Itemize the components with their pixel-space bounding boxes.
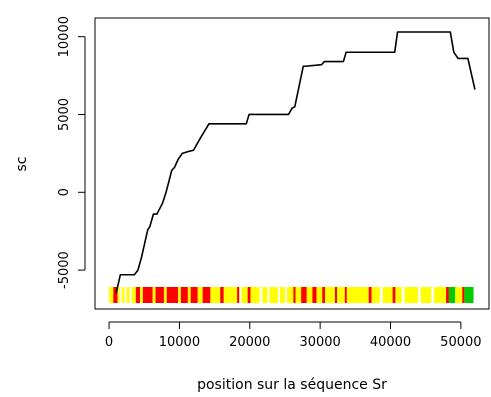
track-segment-yellow	[109, 286, 114, 303]
track-segment-yellow	[280, 286, 285, 303]
track-segment-yellow	[371, 286, 380, 303]
track-segment-red	[392, 286, 396, 303]
track-segment-red	[202, 286, 211, 303]
track-segment-yellow	[404, 286, 418, 303]
track-segment-yellow	[325, 286, 335, 303]
track-segment-yellow	[250, 286, 260, 303]
track-segment-yellow	[262, 286, 268, 303]
track-segment-yellow	[210, 286, 221, 303]
track-segment-red	[113, 286, 118, 303]
track-segment-red	[135, 286, 141, 303]
track-segment-red	[334, 286, 338, 303]
track-segment-yellow	[131, 286, 136, 303]
track-segment-red	[301, 286, 307, 303]
x-tick-label: 0	[105, 335, 113, 350]
track-segment-red	[312, 286, 317, 303]
track-segment-red	[293, 286, 296, 303]
track-segment-yellow	[178, 286, 181, 303]
track-segment-yellow	[434, 286, 447, 303]
track-segment-yellow	[241, 286, 248, 303]
x-axis-title: position sur la séquence Sr	[197, 377, 387, 393]
track-segment-red	[142, 286, 153, 303]
track-segment-yellow	[269, 286, 278, 303]
track-segment-red	[166, 286, 179, 303]
track-segment-yellow	[346, 286, 369, 303]
track-segment-red	[237, 286, 240, 303]
track-segment-yellow	[163, 286, 167, 303]
track-segment-yellow	[455, 286, 463, 303]
track-segment-yellow	[395, 286, 402, 303]
track-segment-red	[446, 286, 449, 303]
track-segment-green	[464, 286, 474, 303]
x-axis: 0 10000 20000 30000 40000 50000	[105, 321, 482, 350]
x-tick-label: 50000	[440, 335, 481, 350]
track-segment-red	[368, 286, 372, 303]
plot-frame	[94, 17, 490, 310]
track-segment-yellow	[382, 286, 393, 303]
sequence-track	[109, 286, 474, 303]
track-segment-red	[462, 286, 465, 303]
track-segment-red	[220, 286, 224, 303]
track-segment-red	[180, 286, 188, 303]
y-tick-label: 5000	[57, 98, 72, 131]
track-segment-yellow	[187, 286, 191, 303]
plot-lines	[115, 31, 476, 294]
track-segment-red	[190, 286, 198, 303]
track-segment-red	[322, 286, 326, 303]
track-segment-yellow	[337, 286, 345, 303]
track-segment-yellow	[140, 286, 143, 303]
track-segment-red	[344, 286, 347, 303]
track-segment-yellow	[295, 286, 302, 303]
track-segment-yellow	[197, 286, 203, 303]
track-segment-yellow	[316, 286, 323, 303]
track-segment-green	[448, 286, 456, 303]
track-segment-yellow	[223, 286, 238, 303]
x-tick-label: 10000	[159, 335, 200, 350]
y-axis-title: sc	[14, 157, 30, 172]
track-segment-red	[155, 286, 164, 303]
y-axis: -5000 0 5000 10000	[57, 16, 86, 289]
track-segment-yellow	[117, 286, 120, 303]
y-tick-label: 0	[57, 188, 72, 196]
track-segment-yellow	[152, 286, 156, 303]
x-tick-label: 20000	[229, 335, 270, 350]
track-segment-yellow	[306, 286, 313, 303]
x-tick-label: 40000	[370, 335, 411, 350]
series-line-0	[115, 31, 476, 294]
track-segment-yellow	[126, 286, 130, 303]
y-tick-label: 10000	[57, 16, 72, 57]
track-segment-yellow	[420, 286, 432, 303]
track-segment-yellow	[121, 286, 125, 303]
track-segment-yellow	[287, 286, 294, 303]
track-segment-red	[247, 286, 251, 303]
y-tick-label: -5000	[57, 251, 72, 289]
x-tick-label: 30000	[299, 335, 340, 350]
